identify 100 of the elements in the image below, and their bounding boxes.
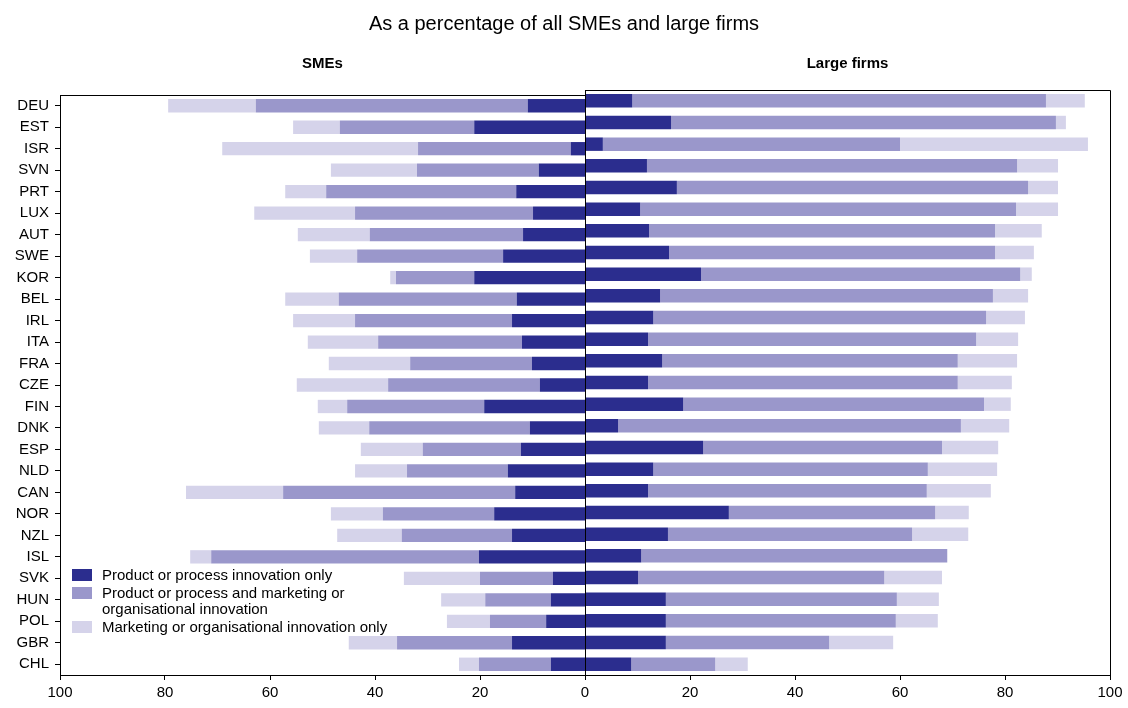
bar (355, 313, 513, 328)
bar (640, 202, 1017, 216)
bar (995, 245, 1034, 260)
bar (927, 462, 998, 476)
bar (715, 657, 748, 671)
bar (986, 310, 1025, 325)
bar (976, 332, 1019, 346)
y-tick-label: AUT (19, 224, 49, 242)
bar (632, 94, 1046, 108)
y-tick-label: BEL (20, 289, 49, 307)
y-tick-label: SVN (18, 160, 49, 178)
bar (960, 419, 1010, 433)
bar (459, 657, 479, 671)
bar (942, 440, 999, 455)
bar (360, 442, 423, 457)
bar (186, 485, 284, 500)
bar (285, 185, 327, 199)
bar (388, 378, 540, 392)
bar (957, 375, 1012, 390)
y-tick-label: ESP (18, 439, 49, 457)
bar (992, 289, 1029, 303)
y-tick-label: ISL (26, 546, 49, 564)
bar (900, 137, 1088, 151)
bar (418, 142, 571, 156)
bar (829, 635, 894, 650)
bar (935, 505, 969, 520)
x-tick-label: 80 (996, 683, 1014, 701)
y-tick-label: HUN (16, 589, 49, 607)
y-tick-label: NLD (18, 461, 50, 479)
bar (441, 593, 486, 607)
bar (446, 614, 490, 628)
bar (667, 527, 913, 541)
bar (369, 227, 524, 242)
y-tick-label: FRA (19, 353, 49, 371)
x-tick-label: 80 (156, 683, 174, 701)
bar (1020, 267, 1032, 281)
bar (339, 120, 475, 134)
bar (190, 550, 212, 564)
bar (660, 289, 993, 303)
bar (254, 206, 356, 220)
bar (884, 570, 942, 585)
bar (357, 249, 504, 263)
bar (348, 636, 398, 650)
bar (293, 313, 356, 328)
y-tick-label: NZL (20, 525, 49, 543)
bar (665, 635, 830, 650)
bar (646, 159, 1018, 173)
y-tick-label: CHL (18, 654, 49, 672)
y-tick-label: CAN (17, 482, 49, 500)
bar (480, 571, 553, 585)
bar (896, 592, 939, 606)
bar (410, 356, 532, 371)
bar (309, 249, 358, 263)
bar (602, 137, 900, 151)
bar (417, 163, 539, 177)
y-tick-label: CZE (19, 375, 49, 393)
y-tick-label: IRL (25, 310, 49, 328)
bar (703, 440, 942, 455)
bar (648, 375, 958, 390)
bar (330, 507, 383, 521)
bar (378, 335, 522, 349)
y-tick-label: GBR (16, 632, 50, 650)
bar (984, 397, 1011, 411)
bar (318, 421, 370, 435)
bar (683, 397, 984, 411)
x-tick-label: 60 (261, 683, 279, 701)
bar (296, 378, 389, 392)
bar (211, 550, 479, 564)
x-tick-label: 0 (580, 683, 590, 701)
bar (895, 614, 938, 628)
legend-label: Product or process innovation only (102, 566, 333, 583)
x-tick-label: 100 (1097, 683, 1123, 701)
bar (648, 332, 977, 346)
bar (396, 270, 475, 285)
bar (926, 484, 991, 498)
bar (317, 399, 348, 414)
bar (653, 310, 987, 325)
bar (671, 115, 1056, 130)
chart-title: As a percentage of all SMEs and large firms (367, 12, 761, 35)
bar (631, 657, 716, 671)
bar (1045, 94, 1085, 108)
y-tick-label: DEU (17, 95, 49, 113)
bar (478, 657, 551, 671)
bar (338, 292, 517, 306)
bar (330, 163, 417, 177)
x-tick-label: 100 (47, 683, 73, 701)
y-tick-label: LUX (19, 203, 49, 221)
bar (485, 593, 551, 607)
bar (403, 571, 480, 585)
bar (653, 462, 928, 476)
bar (676, 180, 1029, 195)
bar (422, 442, 521, 457)
bar (638, 570, 885, 585)
y-tick-label: NOR (15, 504, 50, 522)
chart-subtitle: SMEs (301, 54, 344, 71)
y-tick-label: KOR (16, 267, 50, 285)
y-tick-label: ITA (26, 332, 49, 350)
bar (328, 356, 411, 371)
bar (728, 505, 936, 520)
bar (397, 636, 513, 650)
